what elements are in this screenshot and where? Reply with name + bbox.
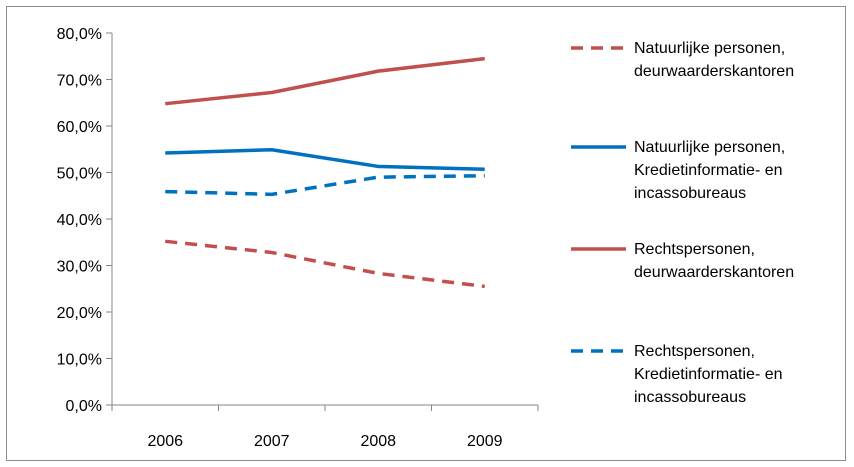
legend-label-1: deurwaarderskantoren (634, 63, 794, 80)
legend-label-1: Natuurlijke personen, (634, 40, 785, 57)
legend-label-3: Rechtspersonen, (634, 241, 755, 258)
x-tick-label: 2009 (467, 433, 503, 450)
y-tick-label: 80,0% (57, 26, 102, 43)
legend-label-2: Natuurlijke personen, (634, 139, 785, 156)
legend-label-3: deurwaarderskantoren (634, 264, 794, 281)
legend-label-2: Kredietinformatie- en (634, 162, 783, 179)
legend-label-2: incassobureaus (634, 185, 746, 202)
y-tick-label: 30,0% (57, 259, 102, 276)
y-tick-label: 0,0% (66, 398, 102, 415)
chart-frame (6, 6, 846, 461)
x-tick-label: 2007 (254, 433, 290, 450)
series-line-3 (165, 56, 485, 106)
x-tick-label: 2006 (147, 433, 183, 450)
y-tick-label: 40,0% (57, 212, 102, 229)
legend-label-4: Kredietinformatie- en (634, 366, 783, 383)
y-tick-label: 50,0% (57, 166, 102, 183)
y-tick-label: 60,0% (57, 119, 102, 136)
series-line-1 (165, 239, 485, 289)
series-line-4 (165, 174, 485, 197)
y-tick-label: 10,0% (57, 352, 102, 369)
legend-label-4: Rechtspersonen, (634, 343, 755, 360)
series-line-2 (165, 147, 485, 171)
y-tick-label: 20,0% (57, 305, 102, 322)
x-tick-label: 2008 (360, 433, 396, 450)
legend-label-4: incassobureaus (634, 389, 746, 406)
y-tick-label: 70,0% (57, 73, 102, 90)
